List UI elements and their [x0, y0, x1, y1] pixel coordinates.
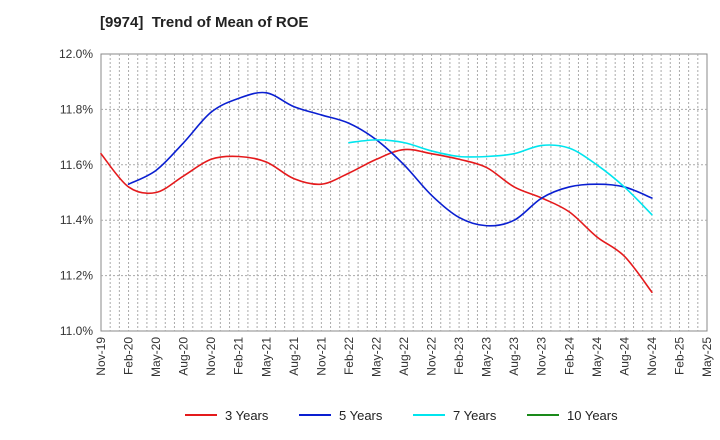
x-tick-label: May-23 — [480, 337, 494, 377]
y-tick-label: 11.0% — [60, 324, 93, 338]
x-tick-label: Nov-22 — [425, 337, 439, 376]
x-tick-label: May-24 — [590, 337, 604, 377]
legend: 3 Years 5 Years 7 Years 10 Years — [185, 408, 618, 423]
x-tick-label: Feb-24 — [562, 337, 576, 375]
series-line-5-years — [127, 91, 653, 227]
x-tick-label: Nov-23 — [535, 337, 549, 376]
series-line-3-years — [100, 148, 653, 294]
y-tick-label: 11.6% — [60, 158, 93, 172]
x-tick-label: Feb-21 — [232, 337, 246, 375]
series-line-7-years — [348, 139, 653, 216]
chart-title: [9974] Trend of Mean of ROE — [100, 14, 309, 31]
x-tick-label: May-25 — [700, 337, 714, 377]
x-tick-label: Nov-19 — [94, 337, 108, 376]
y-tick-label: 11.8% — [60, 102, 93, 116]
x-tick-label: Aug-23 — [507, 337, 521, 376]
y-tick-label: 11.4% — [60, 213, 93, 227]
x-tick-label: Nov-24 — [645, 337, 659, 376]
x-tick-label: Aug-20 — [177, 337, 191, 376]
axes: 11.0% 11.2% 11.4% 11.6% 11.8% 12.0% Nov-19 Feb-… — [59, 47, 714, 377]
x-tick-label: Feb-20 — [122, 337, 136, 375]
series-lines — [100, 91, 653, 294]
x-tick-label: Nov-21 — [314, 337, 328, 376]
legend-label-5-years: 5 Years — [339, 408, 383, 423]
y-tick-label: 12.0% — [59, 47, 93, 61]
y-tick-label: 11.2% — [60, 269, 93, 283]
x-tick-label: Feb-25 — [672, 337, 686, 375]
x-tick-label: May-21 — [259, 337, 273, 377]
x-tick-label: Aug-24 — [617, 337, 631, 376]
x-tick-label: Feb-22 — [342, 337, 356, 375]
x-tick-label: Aug-22 — [397, 337, 411, 376]
grid — [100, 53, 708, 332]
legend-label-7-years: 7 Years — [453, 408, 497, 423]
x-tick-label: May-22 — [369, 337, 383, 377]
x-tick-label: Aug-21 — [287, 337, 301, 376]
legend-label-10-years: 10 Years — [567, 408, 618, 423]
plot-area — [100, 53, 708, 332]
x-tick-label: Nov-20 — [204, 337, 218, 376]
x-tick-label: May-20 — [149, 337, 163, 377]
legend-label-3-years: 3 Years — [225, 408, 269, 423]
x-tick-label: Feb-23 — [452, 337, 466, 375]
